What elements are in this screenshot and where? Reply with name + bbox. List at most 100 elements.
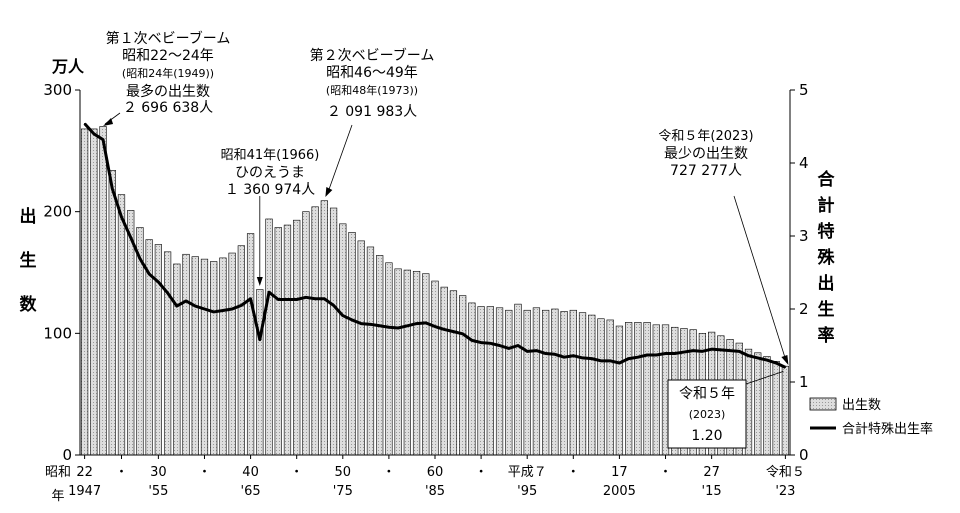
y-right-axis-label: 生 bbox=[818, 299, 835, 320]
fertility-rate-point bbox=[618, 362, 621, 364]
annotation-arrowhead bbox=[325, 187, 333, 197]
fertility-rate-point bbox=[720, 349, 722, 351]
x-tick-label-year: '75 bbox=[333, 484, 353, 499]
legend-bar-label: 出生数 bbox=[842, 398, 881, 413]
fertility-rate-point bbox=[646, 354, 648, 356]
birth-count-bar bbox=[634, 322, 642, 456]
x-tick-label-year: '15 bbox=[702, 484, 722, 499]
x-tick-label-year: '23 bbox=[775, 484, 795, 499]
fertility-rate-point bbox=[314, 298, 316, 300]
annotation-arrow bbox=[733, 195, 787, 363]
x-tick-label-era: ・ bbox=[475, 465, 488, 480]
fertility-rate-point bbox=[517, 344, 519, 347]
y-left-tick-label: 100 bbox=[43, 324, 72, 342]
annotation-lowest-births: 727 277人 bbox=[670, 163, 742, 179]
fertility-rate-point bbox=[609, 360, 611, 362]
fertility-rate-point bbox=[701, 350, 704, 352]
fertility-rate-point bbox=[775, 362, 777, 364]
fertility-rate-point bbox=[157, 281, 159, 283]
fertility-rate-point bbox=[489, 342, 491, 344]
fertility-rate-point bbox=[148, 273, 150, 275]
birth-count-bar bbox=[117, 194, 126, 456]
fertility-rate-point bbox=[692, 350, 694, 352]
annotation-arrowhead bbox=[103, 118, 114, 126]
birth-count-bar bbox=[597, 318, 605, 456]
birth-count-bar bbox=[532, 307, 541, 456]
y-right-tick-label: 5 bbox=[799, 81, 809, 99]
birth-count-bar bbox=[182, 253, 190, 456]
birth-count-bar bbox=[625, 322, 633, 456]
birth-count-bar bbox=[495, 307, 504, 456]
birth-count-bar bbox=[643, 322, 651, 456]
birth-count-bar bbox=[311, 206, 319, 456]
birth-count-bar bbox=[606, 319, 614, 456]
fertility-rate-point bbox=[120, 216, 123, 218]
birth-count-bar bbox=[274, 227, 282, 456]
annotation-second-baby-boom: 昭和46～49年 bbox=[326, 65, 418, 81]
annotation-arrowhead bbox=[781, 355, 789, 365]
birth-count-bar bbox=[348, 232, 356, 456]
rate-callout-year: (2023) bbox=[689, 408, 726, 421]
fertility-rate-point bbox=[332, 304, 335, 306]
annotation-first-baby-boom: 昭和22～24年 bbox=[122, 48, 214, 64]
fertility-rate-point bbox=[674, 352, 676, 355]
annotation-second-baby-boom: ２ 091 983人 bbox=[327, 104, 417, 120]
annotation-arrow bbox=[326, 124, 353, 195]
x-tick-label-year: '55 bbox=[148, 484, 168, 499]
birth-count-bar bbox=[459, 295, 467, 456]
fertility-rate-point bbox=[213, 311, 215, 313]
annotation-first-baby-boom: (昭和24年(1949)) bbox=[122, 66, 214, 80]
birth-count-bar bbox=[385, 262, 393, 456]
birth-count-bar bbox=[578, 312, 587, 456]
birth-count-bar bbox=[228, 252, 236, 456]
x-tick-label-year: 1947 bbox=[68, 484, 101, 499]
birth-count-bar bbox=[394, 268, 402, 456]
fertility-rate-point bbox=[185, 300, 187, 302]
annotation-first-baby-boom: ２ 696 638人 bbox=[123, 100, 213, 116]
fertility-rate-point bbox=[351, 319, 353, 321]
x-era-label: 昭和 bbox=[45, 465, 71, 480]
x-tick-label-era: ・ bbox=[659, 465, 672, 480]
birth-count-bar bbox=[237, 245, 245, 456]
fertility-rate-point bbox=[462, 333, 464, 335]
birth-count-bar bbox=[412, 270, 421, 456]
y-left-axis-label: 出 bbox=[20, 206, 37, 227]
fertility-rate-point bbox=[203, 308, 206, 310]
x-tick-label-era: ・ bbox=[382, 465, 395, 480]
fertility-rate-point bbox=[535, 350, 538, 352]
x-tick-label-year: '65 bbox=[241, 484, 261, 499]
fertility-rate-point bbox=[563, 356, 565, 358]
annotation-second-baby-boom: 第２次ベビーブーム bbox=[310, 47, 435, 64]
birth-count-bar bbox=[468, 302, 476, 456]
annotation-hinoeuma: ひのえうま bbox=[235, 165, 305, 181]
x-tick-label-era: 60 bbox=[427, 465, 444, 480]
fertility-rate-point bbox=[508, 347, 510, 350]
y-right-axis-label: 特 bbox=[818, 221, 835, 242]
x-tick-label-era: ・ bbox=[198, 465, 211, 480]
fertility-rate-point bbox=[600, 360, 602, 362]
fertility-rate-point bbox=[397, 327, 399, 329]
x-tick-label-era: 22 bbox=[76, 465, 93, 480]
annotation-hinoeuma: １ 360 974人 bbox=[225, 182, 315, 198]
fertility-rate-point bbox=[415, 323, 418, 325]
x-tick-label-year: '85 bbox=[425, 484, 445, 499]
y-right-axis-label: 殊 bbox=[818, 247, 836, 268]
fertility-rate-point bbox=[323, 298, 325, 300]
birth-count-bar bbox=[754, 352, 762, 456]
legend-bar-swatch bbox=[809, 397, 837, 411]
fertility-rate-point bbox=[379, 325, 381, 327]
birth-count-bar bbox=[154, 244, 162, 456]
fertility-rate-point bbox=[388, 326, 390, 328]
fertility-rate-point bbox=[102, 139, 104, 141]
birth-count-bar bbox=[505, 309, 513, 456]
fertility-rate-point bbox=[628, 358, 630, 360]
birth-count-bar bbox=[403, 269, 411, 456]
fertility-rate-point bbox=[554, 353, 556, 355]
fertility-rate-point bbox=[784, 366, 786, 368]
y-left-axis-label: 生 bbox=[20, 250, 37, 271]
y-right-tick-label: 0 bbox=[799, 446, 809, 464]
birth-count-bar bbox=[246, 233, 255, 456]
birth-count-bar bbox=[329, 207, 338, 456]
rate-callout-box bbox=[667, 379, 747, 449]
